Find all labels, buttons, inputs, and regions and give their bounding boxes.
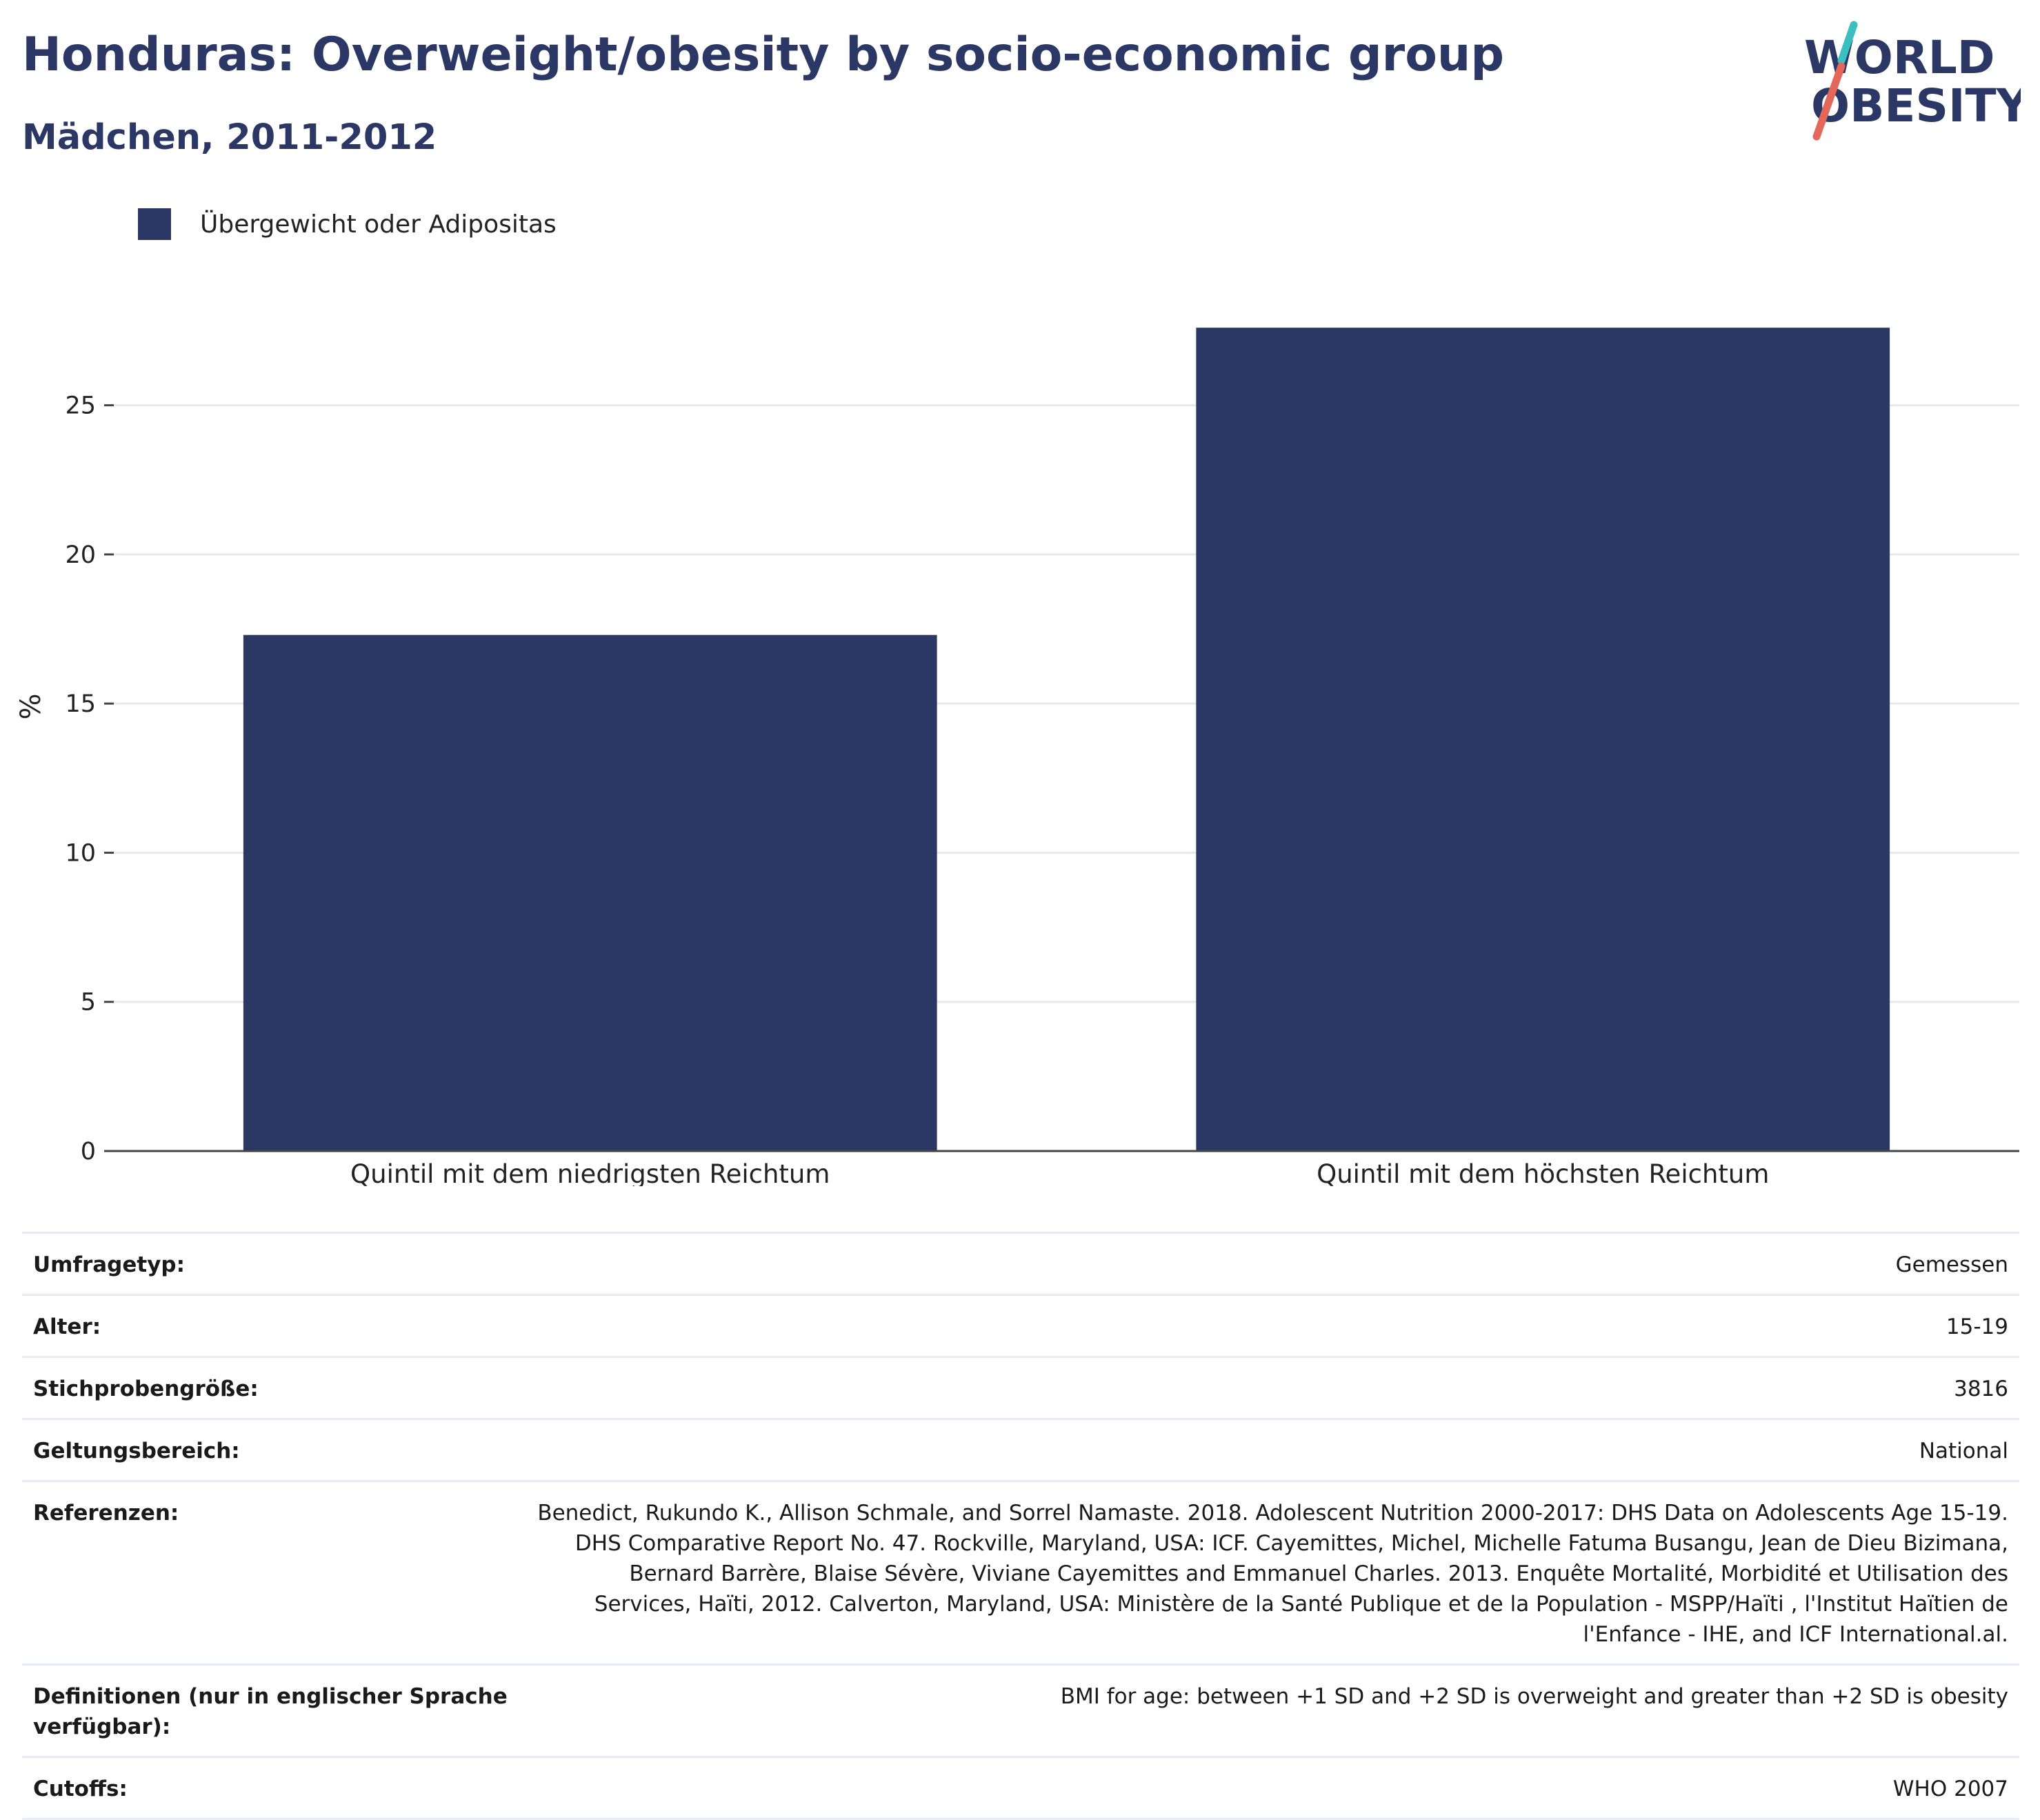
meta-row-coverage: Geltungsbereich: National [22,1420,2019,1482]
x-tick-label: Quintil mit dem niedrigsten Reichtum [350,1159,830,1186]
logo-stripe-bottom [1812,62,1846,141]
chart-title: Honduras: Overweight/obesity by socio-ec… [22,28,1505,82]
y-tick-label: 10 [65,839,96,867]
legend[interactable]: Übergewicht oder Adipositas [138,207,557,241]
y-axis-title: % [15,693,47,719]
meta-key: Definitionen (nur in englischer Sprache … [33,1684,508,1739]
bars [243,328,1890,1151]
meta-row-age: Alter: 15-19 [22,1296,2019,1358]
bar [1196,328,1890,1151]
x-tick-labels: Quintil mit dem niedrigsten Reichtum Quin… [350,1159,1769,1186]
chart-subtitle: Mädchen, 2011-2012 [22,117,437,158]
y-tick-label: 15 [65,690,96,718]
logo-text-obesity: OBESITY [1811,79,2021,132]
meta-row-sample-size: Stichprobengröße: 3816 [22,1358,2019,1420]
legend-label: Übergewicht oder Adipositas [200,210,557,239]
bar-chart: 0 5 10 15 20 25 Quintil mit dem niedrigsten R… [15,328,2019,1186]
meta-key: Referenzen: [33,1501,179,1526]
meta-key: Cutoffs: [33,1777,128,1801]
meta-key: Geltungsbereich: [33,1439,240,1463]
logo-text-world: WORLD [1804,31,1995,84]
meta-key: Umfragetyp: [33,1252,185,1277]
y-tick-label: 25 [65,392,96,420]
legend-swatch [138,208,171,240]
logo-stripe-top [1837,21,1858,65]
meta-key: Alter: [33,1314,101,1339]
y-tick-label: 20 [65,541,96,569]
x-tick-label: Quintil mit dem höchsten Reichtum [1317,1159,1769,1186]
survey-details-table: Umfragetyp: Gemessen Alter: 15-19 Stichp… [22,1232,2019,1820]
meta-value: Gemessen [1895,1252,2008,1277]
world-obesity-logo: WORLD OBESITY [1804,21,2021,141]
y-tick-labels: 0 5 10 15 20 25 [65,392,114,1166]
meta-value: 15-19 [1946,1314,2008,1339]
meta-value: Benedict, Rukundo K., Allison Schmale, a… [537,1501,2008,1647]
meta-row-references: Referenzen: Benedict, Rukundo K., Alliso… [22,1482,2019,1666]
meta-value: 3816 [1954,1377,2008,1401]
y-tick-label: 0 [81,1138,96,1166]
meta-key: Stichprobengröße: [33,1377,259,1401]
meta-row-cutoffs: Cutoffs: WHO 2007 [22,1758,2019,1820]
y-tick-label: 5 [81,989,96,1017]
meta-row-definitions: Definitionen (nur in englischer Sprache … [22,1666,2019,1758]
bar [243,634,937,1151]
meta-value: National [1919,1439,2008,1463]
meta-row-survey-type: Umfragetyp: Gemessen [22,1234,2019,1296]
meta-value: BMI for age: between +1 SD and +2 SD is … [1060,1684,2008,1709]
meta-value: WHO 2007 [1892,1777,2008,1801]
